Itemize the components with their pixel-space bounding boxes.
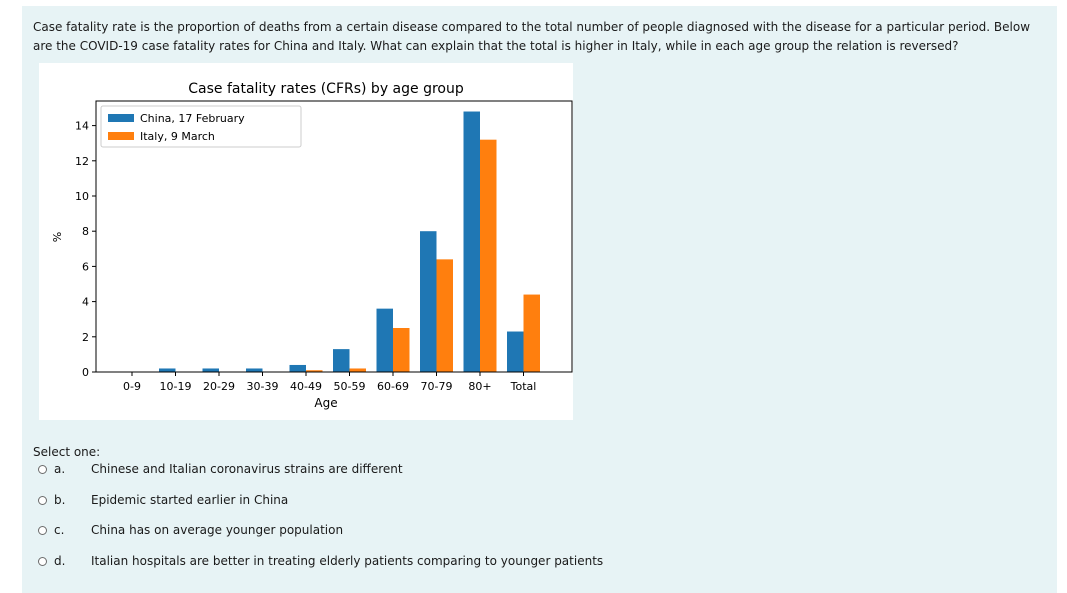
bar-china-Total [507, 331, 524, 372]
legend-swatch [108, 132, 134, 140]
x-tick-label: Total [510, 380, 537, 393]
chart-title: Case fatality rates (CFRs) by age group [188, 81, 464, 97]
y-axis-label: % [51, 232, 64, 242]
bar-china-40-49 [289, 364, 306, 372]
y-tick-label: 14 [75, 120, 89, 133]
radio-icon[interactable] [38, 525, 47, 535]
radio-icon[interactable] [38, 556, 47, 566]
y-tick-label: 4 [82, 296, 89, 309]
bar-italy-40-49 [306, 370, 323, 372]
x-tick-label: 10-19 [160, 380, 192, 393]
question-text: Case fatality rate is the proportion of … [33, 20, 1031, 53]
x-tick-label: 80+ [468, 380, 491, 393]
bar-italy-60-69 [393, 328, 410, 372]
select-one-label: Select one: [33, 445, 101, 459]
option-letter: d. [54, 554, 66, 568]
option-text: Chinese and Italian coronavirus strains … [91, 462, 403, 476]
x-tick-label: 20-29 [203, 380, 235, 393]
y-tick-label: 12 [75, 155, 89, 168]
bar-china-70-79 [420, 231, 437, 372]
answer-option-a[interactable]: a. Chinese and Italian coronavirus strain… [38, 460, 403, 478]
option-letter: a. [54, 462, 66, 476]
y-tick-label: 10 [75, 190, 89, 203]
y-tick-label: 8 [82, 225, 89, 238]
bar-china-50-59 [333, 349, 350, 372]
bar-china-20-29 [202, 368, 219, 372]
x-tick-label: 40-49 [290, 380, 322, 393]
legend-swatch [108, 114, 134, 122]
x-tick-label: 30-39 [247, 380, 279, 393]
bar-italy-80+ [480, 139, 497, 372]
x-axis-label: Age [314, 396, 337, 410]
option-text: Italian hospitals are better in treating… [91, 554, 604, 568]
radio-icon[interactable] [38, 495, 47, 505]
option-text: Epidemic started earlier in China [91, 493, 289, 507]
answer-option-d[interactable]: d. Italian hospitals are better in treati… [38, 552, 603, 570]
option-text: China has on average younger population [91, 523, 344, 537]
bar-italy-70-79 [436, 259, 453, 372]
legend-frame [100, 105, 302, 148]
legend-entry: China, 17 February [140, 112, 245, 125]
plot-frame [95, 100, 573, 373]
x-tick-label: 50-59 [334, 380, 366, 393]
radio-icon[interactable] [38, 464, 47, 474]
bar-china-60-69 [376, 308, 393, 372]
answer-option-c[interactable]: c. China has on average younger populatio… [38, 521, 343, 539]
bar-china-30-39 [246, 368, 263, 372]
y-tick-label: 2 [82, 331, 89, 344]
option-letter: b. [54, 493, 66, 507]
chart-legend: China, 17 February Italy, 9 March [100, 105, 302, 148]
y-tick-label: 0 [82, 366, 89, 379]
x-tick-label: 0-9 [123, 380, 141, 393]
bar-italy-50-59 [349, 368, 366, 372]
x-tick-label: 70-79 [421, 380, 453, 393]
x-tick-label: 60-69 [377, 380, 409, 393]
bar-italy-Total [523, 294, 540, 372]
bar-china-80+ [463, 111, 480, 372]
question-panel: Case fatality rate is the proportion of … [22, 6, 1057, 593]
y-tick-label: 6 [82, 260, 89, 273]
bar-china-10-19 [159, 368, 176, 372]
chart-container: Case fatality rates (CFRs) by age group … [39, 63, 573, 420]
option-letter: c. [54, 523, 65, 537]
legend-entry: Italy, 9 March [140, 130, 215, 143]
answer-option-b[interactable]: b. Epidemic started earlier in China [38, 491, 288, 509]
cfr-bar-chart: Case fatality rates (CFRs) by age group … [51, 81, 573, 410]
